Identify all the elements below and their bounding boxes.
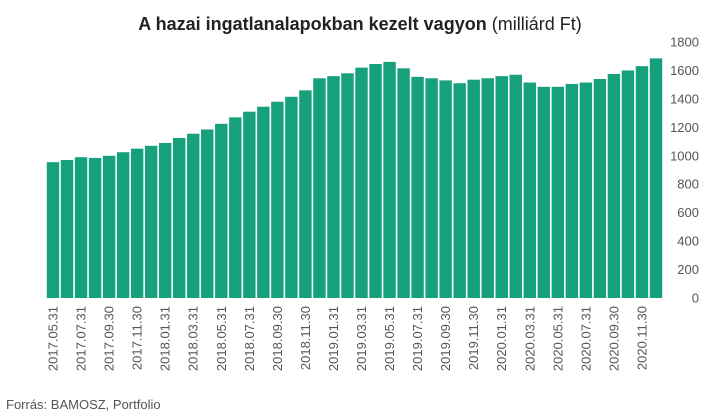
x-tick-label: 2020.07.31 bbox=[578, 306, 593, 371]
bar-2018.10.31 bbox=[285, 96, 298, 298]
y-tick-label: 800 bbox=[677, 177, 699, 192]
bar-2020.08.31 bbox=[593, 78, 607, 298]
bar-2018.01.31 bbox=[158, 142, 172, 298]
bar-2019.06.30 bbox=[397, 68, 410, 298]
bar-2019.03.31 bbox=[355, 67, 368, 298]
bar-2017.12.31 bbox=[144, 145, 158, 298]
x-tick-label: 2018.03.31 bbox=[186, 306, 201, 371]
bar-2018.12.31 bbox=[313, 78, 326, 299]
bar-2019.07.31 bbox=[411, 76, 424, 298]
bar-2020.09.30 bbox=[607, 74, 621, 298]
bar-2020.01.31 bbox=[495, 76, 508, 298]
x-tick-label: 2018.01.31 bbox=[158, 306, 173, 371]
x-tick-label: 2019.07.31 bbox=[410, 306, 425, 371]
bar-2018.09.30 bbox=[271, 101, 284, 298]
bar-2019.04.30 bbox=[369, 64, 382, 298]
y-tick-label: 400 bbox=[677, 234, 699, 249]
bar-2019.12.31 bbox=[481, 78, 494, 299]
bar-2019.10.31 bbox=[453, 83, 466, 299]
x-tick-label: 2019.05.31 bbox=[382, 306, 397, 371]
y-tick-label: 600 bbox=[677, 205, 699, 220]
x-tick-label: 2018.11.30 bbox=[298, 306, 313, 370]
x-tick-label: 2020.03.31 bbox=[522, 306, 537, 371]
bar-2019.01.31 bbox=[327, 76, 340, 298]
x-tick-label: 2019.09.30 bbox=[438, 306, 453, 371]
source-note: Forrás: BAMOSZ, Portfolio bbox=[6, 397, 161, 412]
bars-group bbox=[46, 58, 663, 299]
bar-2019.11.30 bbox=[467, 79, 480, 298]
x-tick-label: 2017.05.31 bbox=[46, 306, 61, 371]
bar-2017.09.30 bbox=[102, 155, 116, 298]
bar-2017.06.30 bbox=[60, 160, 74, 298]
bar-2017.11.30 bbox=[130, 148, 144, 298]
bar-2018.11.30 bbox=[299, 90, 312, 298]
bar-2020.03.31 bbox=[523, 82, 536, 298]
y-tick-label: 1400 bbox=[670, 91, 699, 106]
x-tick-label: 2020.05.31 bbox=[550, 306, 565, 371]
bar-2018.04.30 bbox=[201, 129, 214, 298]
bar-2020.12.31 bbox=[649, 58, 663, 298]
y-tick-label: 0 bbox=[692, 291, 699, 306]
x-tick-label: 2018.05.31 bbox=[214, 306, 229, 371]
y-tick-label: 200 bbox=[677, 262, 699, 277]
x-tick-label: 2018.09.30 bbox=[270, 306, 285, 371]
bar-2018.06.30 bbox=[229, 117, 242, 298]
x-tick-label: 2020.09.30 bbox=[606, 306, 621, 371]
bar-2017.10.31 bbox=[116, 152, 130, 298]
x-tick-label: 2019.01.31 bbox=[326, 306, 341, 371]
bar-2020.07.31 bbox=[579, 82, 593, 298]
bar-2018.03.31 bbox=[187, 133, 200, 298]
x-tick-label: 2020.11.30 bbox=[634, 306, 649, 370]
bar-2017.08.31 bbox=[88, 157, 102, 298]
y-tick-label: 1800 bbox=[670, 35, 699, 50]
x-tick-label: 2018.07.31 bbox=[242, 306, 257, 371]
chart-title: A hazai ingatlanalapokban kezelt vagyon … bbox=[0, 14, 720, 35]
bar-2020.06.30 bbox=[565, 83, 579, 299]
bar-2020.04.30 bbox=[537, 86, 551, 298]
x-tick-label: 2020.01.31 bbox=[494, 306, 509, 371]
bar-2020.10.31 bbox=[621, 70, 635, 298]
x-tick-label: 2017.07.31 bbox=[74, 306, 89, 371]
bar-2019.05.31 bbox=[383, 61, 396, 298]
y-axis-ticks: 0 200 400 600 800 1000 1200 1400 1600 1800 bbox=[670, 35, 699, 306]
x-tick-label: 2019.03.31 bbox=[354, 306, 369, 371]
bar-2018.02.28 bbox=[173, 138, 186, 298]
bar-2020.02.29 bbox=[509, 74, 522, 299]
bar-2018.07.31 bbox=[243, 111, 256, 298]
bar-2017.05.31 bbox=[46, 162, 60, 298]
bar-2020.11.30 bbox=[635, 66, 649, 299]
y-tick-label: 1000 bbox=[670, 148, 699, 163]
x-tick-label: 2019.11.30 bbox=[466, 306, 481, 370]
bar-2020.05.31 bbox=[551, 86, 565, 298]
y-tick-label: 1600 bbox=[670, 63, 699, 78]
bar-2018.05.31 bbox=[215, 123, 228, 298]
bar-2019.09.30 bbox=[439, 80, 452, 299]
bar-2018.08.31 bbox=[257, 106, 270, 299]
x-tick-label: 2017.11.30 bbox=[130, 306, 145, 370]
bar-2019.02.28 bbox=[341, 73, 354, 298]
y-tick-label: 1200 bbox=[670, 120, 699, 135]
chart-title-main: A hazai ingatlanalapokban kezelt vagyon bbox=[138, 14, 487, 34]
bar-2019.08.31 bbox=[425, 78, 438, 299]
x-axis-ticks: 2017.05.31 2017.07.31 2017.09.30 2017.11.30… bbox=[46, 306, 650, 371]
x-tick-label: 2017.09.30 bbox=[102, 306, 117, 371]
bar-2017.07.31 bbox=[74, 157, 88, 298]
chart-title-unit: (milliárd Ft) bbox=[491, 14, 582, 34]
